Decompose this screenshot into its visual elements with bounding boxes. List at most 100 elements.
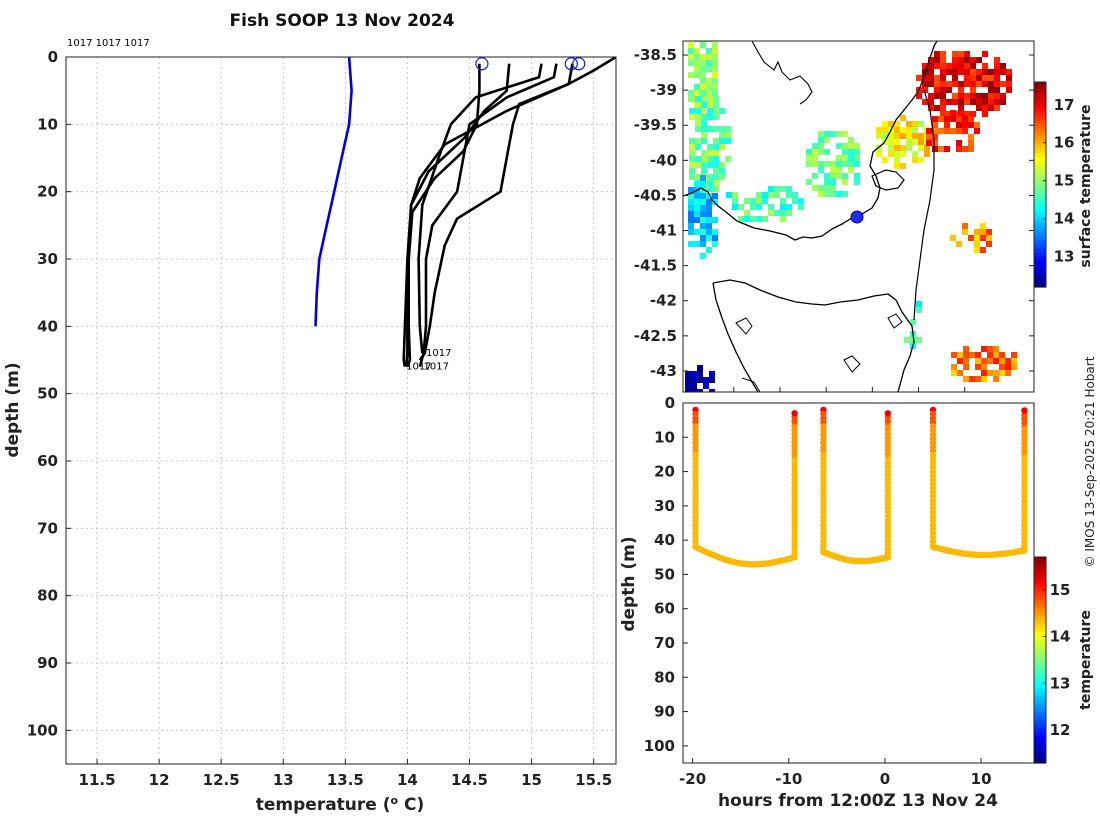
profile-panel: 11.5 12 12.5 13 13.5 14 14.5 15 15.5 0 10 20 30 40 50 6…: [3, 48, 617, 816]
sst-cell: [719, 132, 725, 138]
time-depth-point: [791, 410, 798, 417]
sst-cell: [707, 174, 713, 180]
sst-cells: [685, 30, 1017, 392]
sst-cell: [952, 75, 958, 81]
sst-cell: [842, 191, 848, 197]
sst-cell: [1005, 364, 1011, 370]
sst-cell: [987, 352, 993, 358]
sst-cell: [1011, 352, 1017, 358]
sst-cell: [700, 84, 706, 90]
time-depth-y-tick-label: 100: [644, 737, 675, 755]
sst-cell: [695, 174, 701, 180]
sst-cell: [824, 185, 830, 191]
colorbar-swatch: [1034, 164, 1046, 169]
sst-cell: [706, 223, 712, 229]
sst-cell: [719, 174, 725, 180]
sst-cell: [694, 205, 700, 211]
sst-cell: [706, 217, 712, 223]
colorbar-swatch: [1034, 276, 1046, 281]
sst-cell: [982, 111, 988, 117]
sst-cell: [695, 144, 701, 150]
sst-cell: [946, 69, 952, 75]
sst-cell: [830, 131, 836, 137]
surface-marker: [572, 57, 586, 71]
sst-cell: [981, 376, 987, 382]
sst-cell: [952, 81, 958, 87]
sst-cell: [768, 192, 774, 198]
sst-cell: [706, 54, 712, 60]
sst-cell: [688, 223, 694, 229]
sst-cell: [688, 193, 694, 199]
sst-cell: [812, 173, 818, 179]
sst-cell: [706, 48, 712, 54]
sst-cell: [694, 199, 700, 205]
sst-cell: [994, 87, 1000, 93]
sst-cell: [918, 157, 924, 163]
colorbar-swatch: [1034, 704, 1046, 709]
colorbar-swatch: [1034, 109, 1046, 114]
sst-cell: [994, 75, 1000, 81]
profile-line-profile-3: [417, 63, 543, 354]
colorbar-swatch: [1034, 88, 1046, 93]
sst-cell: [750, 204, 756, 210]
colorbar-swatch: [1034, 605, 1046, 610]
sst-cell: [688, 48, 694, 54]
colorbar-swatch: [1034, 136, 1046, 141]
sst-cell: [806, 149, 812, 155]
sst-cell: [695, 108, 701, 114]
colorbar-swatch: [1034, 95, 1046, 100]
sst-cell: [994, 69, 1000, 75]
sst-cell: [968, 146, 974, 152]
sst-cell: [926, 134, 932, 140]
map-y-tick-label: -39.5: [634, 116, 677, 134]
colorbar-swatch: [1034, 608, 1046, 613]
sst-cell: [738, 216, 744, 222]
sst-cell: [982, 69, 988, 75]
colorbar-swatch: [1034, 102, 1046, 107]
sst-cell: [824, 161, 830, 167]
sst-cell: [818, 137, 824, 143]
sst-cell: [964, 81, 970, 87]
sst-cell: [928, 75, 934, 81]
sst-cell: [968, 235, 974, 241]
colorbar-swatch: [1034, 653, 1046, 658]
sst-cell: [994, 105, 1000, 111]
sst-cell: [916, 307, 922, 313]
sst-cell: [969, 376, 975, 382]
sst-cell: [719, 138, 725, 144]
sst-cell: [694, 90, 700, 96]
sst-cell: [706, 229, 712, 235]
sst-cell: [694, 48, 700, 54]
sst-cell: [707, 150, 713, 156]
time-depth-x-axis-label: hours from 12:00Z 13 Nov 24: [718, 791, 998, 811]
sst-cell: [970, 99, 976, 105]
sst-cell: [725, 156, 731, 162]
sst-cell: [701, 138, 707, 144]
sst-cell: [916, 93, 922, 99]
sst-cell: [812, 143, 818, 149]
sst-cell: [744, 210, 750, 216]
sst-cell: [812, 149, 818, 155]
sst-cell: [912, 157, 918, 163]
colorbar-swatch: [1034, 618, 1046, 623]
sst-cell: [968, 134, 974, 140]
profile-x-axis-label: temperature (o C): [256, 794, 425, 816]
colorbar-swatch: [1034, 256, 1046, 261]
profile-y-tick-label: 60: [37, 452, 58, 470]
profile-x-tick-label: 11.5: [79, 771, 116, 789]
sst-cell: [688, 90, 694, 96]
sst-cell: [956, 140, 962, 146]
sst-cell: [697, 371, 703, 377]
sst-cell: [700, 30, 706, 36]
sst-cell: [695, 156, 701, 162]
sst-cell: [981, 370, 987, 376]
sst-cell: [900, 145, 906, 151]
sst-cell: [700, 193, 706, 199]
sst-cell: [988, 105, 994, 111]
sst-cell: [697, 389, 703, 392]
sst-cell: [706, 60, 712, 66]
profile-x-tick-label: 15.5: [575, 771, 612, 789]
sst-cell: [940, 87, 946, 93]
colorbar-swatch: [1034, 745, 1046, 750]
sst-cell: [982, 93, 988, 99]
